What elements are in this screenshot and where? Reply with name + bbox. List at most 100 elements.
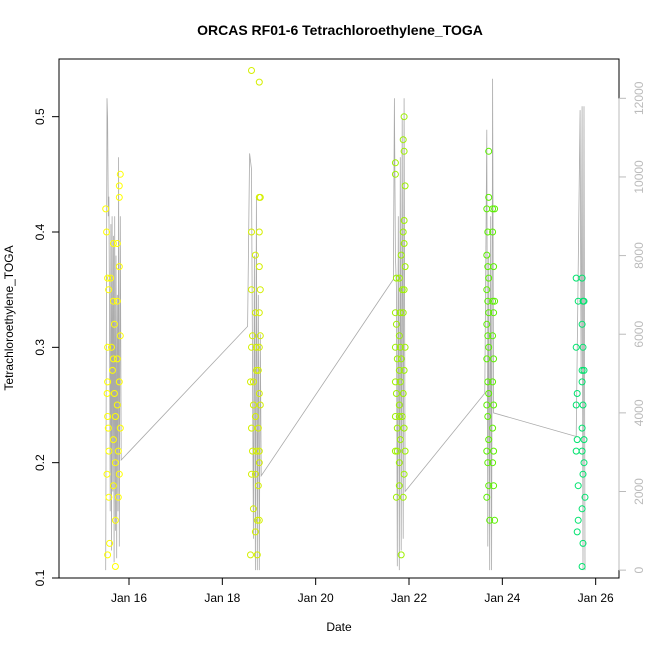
x-tick-label: Jan 16 xyxy=(111,591,147,605)
data-point-flight-5 xyxy=(573,528,581,536)
data-point-flight-1 xyxy=(109,366,116,374)
data-point-flight-3 xyxy=(401,447,409,455)
data-point-flight-1 xyxy=(104,343,112,351)
x-tick-label: Jan 26 xyxy=(578,591,614,605)
x-tick-label: Jan 22 xyxy=(391,591,427,605)
data-point-flight-3 xyxy=(401,343,409,351)
data-point-flight-3 xyxy=(397,251,405,259)
data-point-flight-2 xyxy=(248,286,255,294)
data-point-flight-4 xyxy=(483,286,491,294)
points-layer xyxy=(102,67,589,570)
data-point-flight-3 xyxy=(391,170,399,178)
data-point-flight-3 xyxy=(399,136,407,144)
data-point-flight-3 xyxy=(401,182,409,190)
data-point-flight-2 xyxy=(255,459,263,467)
data-point-flight-4 xyxy=(483,401,491,409)
data-point-flight-4 xyxy=(485,309,493,317)
data-point-flight-1 xyxy=(109,240,117,247)
data-point-flight-5 xyxy=(581,493,589,501)
data-point-flight-5 xyxy=(579,401,587,409)
data-point-flight-3 xyxy=(400,147,408,155)
data-point-flight-2 xyxy=(251,309,259,317)
data-point-flight-2 xyxy=(253,516,261,524)
data-point-flight-4 xyxy=(483,251,491,259)
data-point-flight-5 xyxy=(574,516,582,524)
right-tick-label: 12000 xyxy=(632,81,646,115)
data-point-flight-5 xyxy=(578,563,586,570)
data-point-flight-3 xyxy=(391,343,399,351)
data-point-flight-4 xyxy=(485,147,493,155)
data-point-flight-4 xyxy=(485,343,493,351)
data-point-flight-1 xyxy=(106,539,114,547)
data-point-flight-3 xyxy=(392,493,400,501)
right-tick-label: 4000 xyxy=(632,399,646,426)
data-point-flight-1 xyxy=(104,551,112,559)
data-point-flight-2 xyxy=(255,228,263,236)
data-point-flight-3 xyxy=(395,332,403,340)
data-point-flight-1 xyxy=(104,378,112,386)
data-point-flight-3 xyxy=(397,355,405,363)
data-point-flight-4 xyxy=(489,378,497,386)
data-point-flight-4 xyxy=(484,332,492,340)
data-point-flight-1 xyxy=(116,170,124,178)
data-point-flight-4 xyxy=(489,297,497,305)
data-point-flight-4 xyxy=(490,482,498,490)
data-point-flight-4 xyxy=(483,447,491,455)
data-point-flight-1 xyxy=(108,343,115,351)
data-point-flight-3 xyxy=(393,447,401,455)
data-point-flight-2 xyxy=(252,366,260,374)
data-point-flight-4 xyxy=(491,516,499,524)
data-point-flight-5 xyxy=(580,436,588,444)
data-point-flight-1 xyxy=(115,470,123,478)
data-point-flight-1 xyxy=(110,390,118,397)
data-point-flight-1 xyxy=(116,424,124,432)
data-point-flight-4 xyxy=(483,493,491,501)
data-point-flight-4 xyxy=(485,193,493,201)
altitude-layer xyxy=(105,78,586,571)
x-tick-label: Jan 20 xyxy=(298,591,334,605)
data-point-flight-2 xyxy=(255,309,263,317)
data-point-flight-3 xyxy=(399,493,407,501)
data-point-flight-4 xyxy=(490,355,498,363)
data-point-flight-2 xyxy=(256,193,264,201)
chart-title: ORCAS RF01-6 Tetrachloroethylene_TOGA xyxy=(197,22,483,38)
data-point-flight-3 xyxy=(399,390,407,397)
data-point-flight-4 xyxy=(490,263,498,271)
data-point-flight-3 xyxy=(400,113,408,121)
data-point-flight-3 xyxy=(396,378,404,386)
data-point-flight-4 xyxy=(490,309,498,317)
data-point-flight-5 xyxy=(572,447,580,455)
data-point-flight-4 xyxy=(484,297,492,305)
data-point-flight-3 xyxy=(391,378,399,386)
right-tick-label: 0 xyxy=(632,566,646,573)
data-point-flight-4 xyxy=(491,297,499,305)
data-point-flight-2 xyxy=(256,401,264,409)
data-point-flight-4 xyxy=(483,320,491,328)
data-point-flight-5 xyxy=(579,539,587,547)
data-point-flight-5 xyxy=(572,401,580,409)
data-point-flight-4 xyxy=(489,228,497,236)
data-point-flight-4 xyxy=(484,378,492,386)
data-point-flight-3 xyxy=(395,274,403,282)
data-point-flight-4 xyxy=(489,205,497,213)
data-point-flight-4 xyxy=(483,355,491,363)
data-point-flight-4 xyxy=(484,228,492,236)
plot-frame xyxy=(58,58,620,579)
data-point-flight-1 xyxy=(103,470,111,478)
data-point-flight-4 xyxy=(484,413,492,420)
data-point-flight-5 xyxy=(578,424,586,432)
data-point-flight-1 xyxy=(109,355,117,363)
data-point-flight-5 xyxy=(578,447,586,455)
data-point-flight-5 xyxy=(574,482,582,490)
data-point-flight-3 xyxy=(392,320,400,328)
data-point-flight-1 xyxy=(113,240,121,247)
data-point-flight-2 xyxy=(254,482,262,490)
data-point-flight-2 xyxy=(251,251,259,259)
data-point-flight-3 xyxy=(391,413,399,420)
data-point-flight-3 xyxy=(396,343,404,351)
data-point-flight-3 xyxy=(395,413,403,420)
data-point-flight-3 xyxy=(400,240,408,247)
data-point-flight-1 xyxy=(115,193,123,201)
data-point-flight-3 xyxy=(399,228,407,236)
data-point-flight-5 xyxy=(578,320,586,328)
